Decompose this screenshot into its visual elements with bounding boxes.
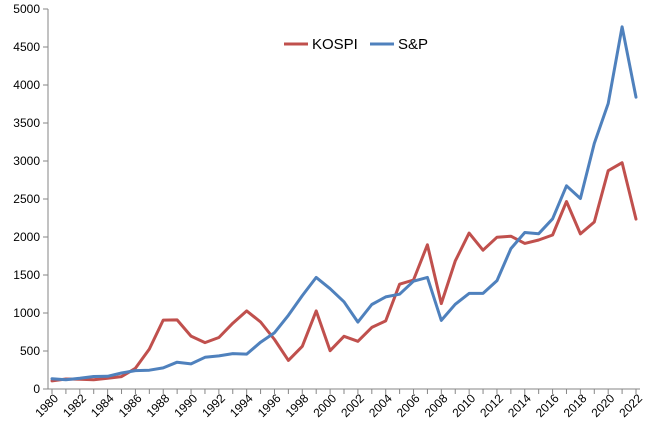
series-group	[50, 25, 638, 383]
x-tick-label: 2016	[533, 391, 562, 420]
legend: KOSPI S&P	[284, 36, 428, 53]
y-tick-label: 1500	[13, 268, 40, 282]
series-line-s-p	[50, 25, 638, 382]
y-tick-label: 2500	[13, 192, 40, 206]
x-tick-label: 2010	[449, 391, 478, 420]
y-tick-label: 4000	[13, 78, 40, 92]
legend-label: S&P	[398, 36, 428, 53]
x-tick-label: 2012	[477, 391, 506, 420]
y-tick-label: 500	[20, 344, 40, 358]
y-tick-label: 3000	[13, 154, 40, 168]
x-tick-label: 1994	[227, 391, 256, 420]
y-tick-label: 0	[33, 382, 40, 396]
y-tick-label: 5000	[13, 2, 40, 16]
x-tick-label: 2004	[366, 391, 395, 420]
x-axis: 1980 1982 1984 1986 1988 1990 1992 1994 1996 1998…	[32, 388, 645, 420]
x-tick-label: 1982	[60, 391, 89, 420]
y-axis: 0 500 1000 1500 2000 2500 3000 3500 4000 4500 5000	[13, 2, 49, 396]
y-tick-label: 3500	[13, 116, 40, 130]
y-tick-label: 2000	[13, 230, 40, 244]
x-tick-label: 1988	[144, 391, 173, 420]
y-tick-label: 4500	[13, 40, 40, 54]
x-tick-label: 2014	[505, 391, 534, 420]
x-tick-label: 1996	[255, 391, 284, 420]
x-tick-label: 2008	[422, 391, 451, 420]
legend-label: KOSPI	[312, 36, 358, 53]
y-ticks: 0 500 1000 1500 2000 2500 3000 3500 4000 4500 5000	[13, 2, 48, 396]
x-tick-label: 1998	[283, 391, 312, 420]
x-tick-label: 1990	[171, 391, 200, 420]
x-tick-label: 1984	[88, 391, 117, 420]
x-tick-label: 2018	[561, 391, 590, 420]
x-tick-label: 2002	[338, 391, 367, 420]
series-line-kospi	[50, 161, 638, 383]
y-tick-label: 1000	[13, 306, 40, 320]
x-tick-label: 1992	[199, 391, 228, 420]
x-tick-label: 1986	[116, 391, 145, 420]
x-tick-label: 2000	[310, 391, 339, 420]
x-tick-label: 2020	[589, 391, 618, 420]
x-tick-label: 2022	[616, 391, 645, 420]
x-tick-label: 2006	[394, 391, 423, 420]
x-ticks: 1980 1982 1984 1986 1988 1990 1992 1994 1996 1998…	[32, 389, 645, 420]
